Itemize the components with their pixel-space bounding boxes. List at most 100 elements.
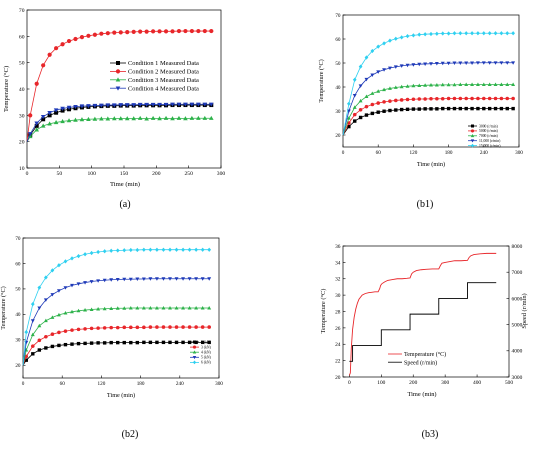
- data-point: [144, 116, 149, 121]
- data-point: [209, 102, 214, 107]
- x-axis-label: Time (min): [110, 181, 140, 188]
- data-point: [63, 311, 68, 315]
- data-point: [511, 106, 515, 111]
- x-tick-label: 100: [87, 171, 96, 177]
- data-point: [112, 30, 117, 35]
- data-point: [505, 106, 509, 111]
- data-point: [109, 325, 113, 330]
- legend-label: Temperature (°C): [404, 351, 446, 358]
- data-point: [189, 28, 194, 34]
- data-point: [399, 35, 404, 40]
- data-point: [155, 247, 159, 252]
- data-point: [37, 285, 42, 290]
- x-tick-label: 240: [480, 150, 488, 156]
- data-point: [76, 253, 81, 259]
- data-point: [187, 305, 192, 310]
- data-point: [393, 65, 398, 69]
- data-point: [387, 66, 392, 71]
- legend-label: Condition 2 Measured Data: [128, 69, 199, 76]
- data-point: [86, 116, 91, 121]
- legend-label: 4 (kN): [201, 350, 212, 354]
- legend-label: 5 (kN): [201, 356, 212, 360]
- data-point: [148, 305, 153, 310]
- data-point: [73, 36, 78, 42]
- legend-marker: [192, 350, 197, 354]
- data-point: [475, 82, 480, 87]
- data-point: [57, 263, 61, 268]
- data-point: [358, 98, 363, 103]
- data-point: [176, 28, 182, 34]
- data-point: [499, 61, 504, 65]
- legend-label: Condition 1 Measured Data: [128, 60, 199, 67]
- data-point: [161, 247, 166, 252]
- data-point: [464, 96, 468, 101]
- data-point: [405, 97, 410, 102]
- data-point: [352, 93, 357, 98]
- data-point: [102, 326, 107, 330]
- data-point: [189, 115, 195, 120]
- y-tick-label: 40: [335, 85, 341, 91]
- data-point: [76, 341, 81, 346]
- y-tick-label: 40: [19, 87, 25, 93]
- data-point: [376, 89, 381, 93]
- data-point: [73, 104, 78, 110]
- data-point: [70, 342, 74, 346]
- series-2: [349, 282, 497, 362]
- series-line: [22, 307, 210, 366]
- data-point: [96, 326, 100, 330]
- data-point: [24, 330, 29, 335]
- data-point: [135, 325, 140, 330]
- data-point: [493, 82, 498, 87]
- y-tick-label: 32: [335, 277, 341, 283]
- data-point: [200, 340, 205, 345]
- data-point: [151, 29, 156, 34]
- data-point: [370, 73, 375, 78]
- data-point: [109, 340, 113, 345]
- data-point: [200, 277, 205, 281]
- legend-label: 7000 (r/min): [479, 134, 499, 138]
- data-point: [174, 247, 179, 252]
- series-4: [22, 277, 212, 366]
- data-point: [446, 96, 451, 101]
- data-point: [50, 332, 55, 337]
- y-tick-label: 50: [19, 61, 25, 67]
- data-point: [352, 105, 357, 109]
- data-point: [399, 98, 404, 102]
- plot-frame: [342, 14, 520, 148]
- y-tick-label: 70: [15, 236, 21, 242]
- data-point: [34, 121, 39, 126]
- data-point: [429, 31, 433, 37]
- x-tick-label: 400: [473, 380, 481, 386]
- chart-b2: 0 60 120 180 240 300 20 30 40 50 60 70 Time (min) Tem…: [0, 236, 223, 440]
- series-line: [342, 32, 514, 136]
- y-right-tick-label: 3000: [512, 375, 523, 381]
- data-point: [187, 247, 192, 252]
- y-right-axis-label: Speed (r/min): [521, 293, 528, 328]
- y-tick-label: 40: [15, 312, 21, 318]
- y-tick-label: 26: [335, 326, 341, 332]
- data-point: [202, 115, 208, 120]
- data-point: [376, 101, 380, 105]
- data-point: [382, 100, 386, 104]
- data-point: [435, 96, 439, 101]
- x-tick-label: 0: [342, 150, 345, 156]
- data-point: [154, 305, 159, 310]
- data-point: [458, 106, 463, 111]
- y-tick-label: 10: [19, 166, 25, 172]
- data-point: [446, 61, 451, 66]
- x-tick-label: 100: [377, 380, 385, 386]
- data-point: [129, 325, 133, 330]
- data-point: [135, 305, 140, 310]
- legend-label: Condition 4 Measured Data: [128, 85, 199, 92]
- data-point: [452, 96, 457, 101]
- data-point: [41, 63, 46, 68]
- data-point: [124, 103, 130, 108]
- data-point: [446, 82, 451, 87]
- data-point: [399, 64, 404, 68]
- legend-marker: [193, 340, 196, 344]
- data-point: [60, 106, 65, 111]
- data-point: [43, 275, 48, 280]
- x-tick-label: 0: [26, 171, 29, 177]
- legend-marker: [470, 143, 475, 148]
- data-point: [122, 340, 126, 345]
